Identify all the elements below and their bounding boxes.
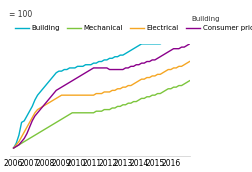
Text: = 100: = 100 [9,10,32,19]
Line: Electrical: Electrical [14,62,190,148]
Building [52,75,55,77]
Mechanical [84,112,87,114]
Electrical [84,94,87,96]
Building [188,33,191,35]
Mechanical [52,123,55,125]
Building [12,147,15,149]
Building [177,36,180,39]
Consumer prices [188,43,191,45]
Consumer prices [92,67,95,69]
Mechanical [177,84,180,87]
Text: Building: Building [191,16,220,22]
Mechanical [188,80,191,82]
Electrical [52,99,55,101]
Building [145,43,148,45]
Electrical [92,94,95,96]
Mechanical [145,96,148,98]
Electrical [188,61,191,63]
Electrical [145,77,148,79]
Building [92,62,95,64]
Line: Building: Building [14,34,190,148]
Consumer prices [39,109,42,111]
Electrical [177,65,180,67]
Line: Consumer prices: Consumer prices [14,44,190,148]
Electrical [39,107,42,109]
Consumer prices [12,147,15,149]
Consumer prices [52,93,55,95]
Mechanical [92,112,95,114]
Building [39,91,42,93]
Legend: Building, Mechanical, Electrical, Consumer prices: Building, Mechanical, Electrical, Consum… [12,23,252,34]
Electrical [12,147,15,149]
Consumer prices [177,48,180,50]
Line: Mechanical: Mechanical [14,81,190,148]
Building [84,64,87,66]
Mechanical [39,131,42,133]
Consumer prices [84,72,87,74]
Consumer prices [145,61,148,63]
Mechanical [12,147,15,149]
